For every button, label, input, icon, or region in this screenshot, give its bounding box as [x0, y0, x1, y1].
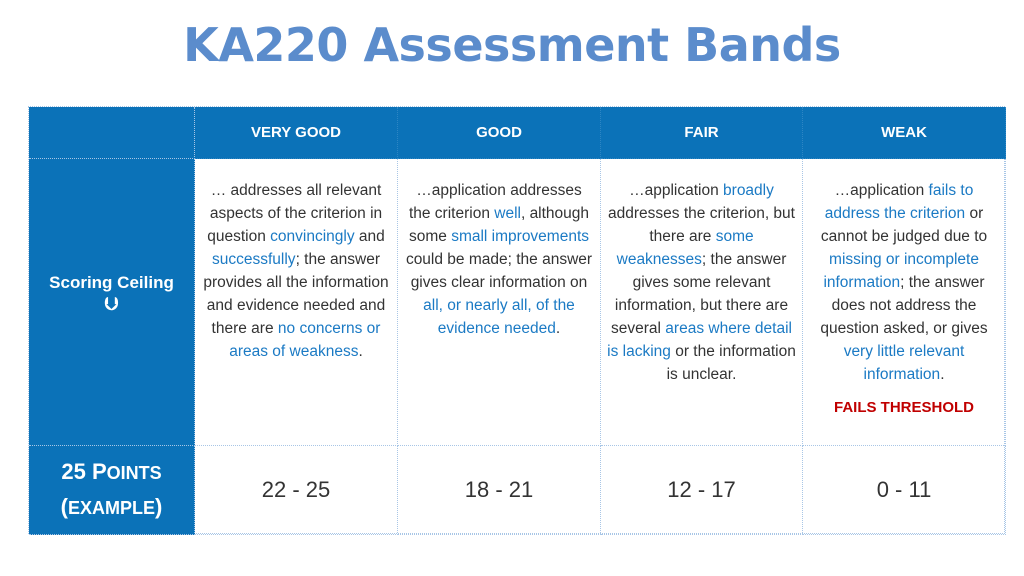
highlighted-text: all, or nearly all, of the evidence need…	[423, 297, 575, 337]
score-weak: 0 - 11	[803, 446, 1006, 535]
column-header-good: GOOD	[398, 107, 601, 159]
description-text: .	[940, 366, 945, 383]
description-very-good: … addresses all relevant aspects of the …	[195, 159, 398, 446]
highlighted-text: well	[494, 205, 521, 222]
table-corner	[29, 107, 195, 159]
description-text: ; the answer gives some relevant informa…	[611, 251, 789, 337]
description-text: ; the answer does not address the questi…	[820, 274, 988, 337]
points-label: 25 POINTS	[61, 459, 162, 484]
score-very-good: 22 - 25	[195, 446, 398, 535]
highlighted-text: missing or incomplete information	[823, 251, 979, 291]
highlighted-text: small improvements	[451, 228, 590, 245]
description-text: … addresses all relevant aspects of the …	[207, 182, 383, 245]
description-text: could be made; the answer gives clear in…	[405, 251, 593, 291]
row-header-points: 25 POINTS (EXAMPLE)	[29, 446, 195, 535]
fails-threshold-label: FAILS THRESHOLD	[833, 399, 974, 416]
example-label: (EXAMPLE)	[60, 494, 163, 519]
description-text: …application addresses the criterion	[408, 182, 582, 222]
description-text: , although some	[408, 205, 590, 245]
highlighted-text: fails to address the criterion	[824, 182, 974, 222]
description-text: and	[354, 228, 385, 245]
highlighted-text: areas where detail is lacking	[607, 320, 792, 360]
description-text: ; the answer provides all the informatio…	[203, 251, 389, 337]
description-text: …application	[629, 182, 724, 199]
description-text: addresses the criterion, but there are	[608, 205, 795, 245]
description-good: …application addresses the criterion wel…	[398, 159, 601, 446]
score-fair: 12 - 17	[601, 446, 803, 535]
description-text: .	[555, 320, 561, 337]
column-header-fair: FAIR	[601, 107, 803, 159]
highlighted-text: very little relevant information	[843, 343, 965, 383]
page-title: KA220 Assessment Bands	[183, 18, 841, 72]
highlighted-text: some weaknesses	[616, 228, 754, 268]
assessment-table: VERY GOOD GOOD FAIR WEAK Scoring Ceiling…	[28, 106, 1006, 535]
description-fair: …application broadly addresses the crite…	[601, 159, 803, 446]
description-text: …application	[834, 182, 929, 199]
description-weak: …application fails to address the criter…	[803, 159, 1006, 446]
column-header-weak: WEAK	[803, 107, 1006, 159]
scoring-ceiling-label: Scoring Ceiling	[49, 273, 174, 292]
row-header-scoring-ceiling: Scoring Ceiling ⮋	[29, 159, 195, 446]
description-text: or cannot be judged due to	[820, 205, 988, 245]
arrow-down-icon: ⮋	[104, 294, 119, 314]
description-text: or the information is unclear.	[666, 343, 796, 383]
highlighted-text: convincingly	[270, 228, 355, 245]
score-good: 18 - 21	[398, 446, 601, 535]
highlighted-text: no concerns or areas of weakness	[229, 320, 381, 360]
description-text: .	[358, 343, 363, 360]
highlighted-text: broadly	[723, 182, 774, 199]
description-weak-text: …application fails to address the criter…	[820, 182, 987, 383]
column-header-very-good: VERY GOOD	[195, 107, 398, 159]
highlighted-text: successfully	[212, 251, 296, 268]
